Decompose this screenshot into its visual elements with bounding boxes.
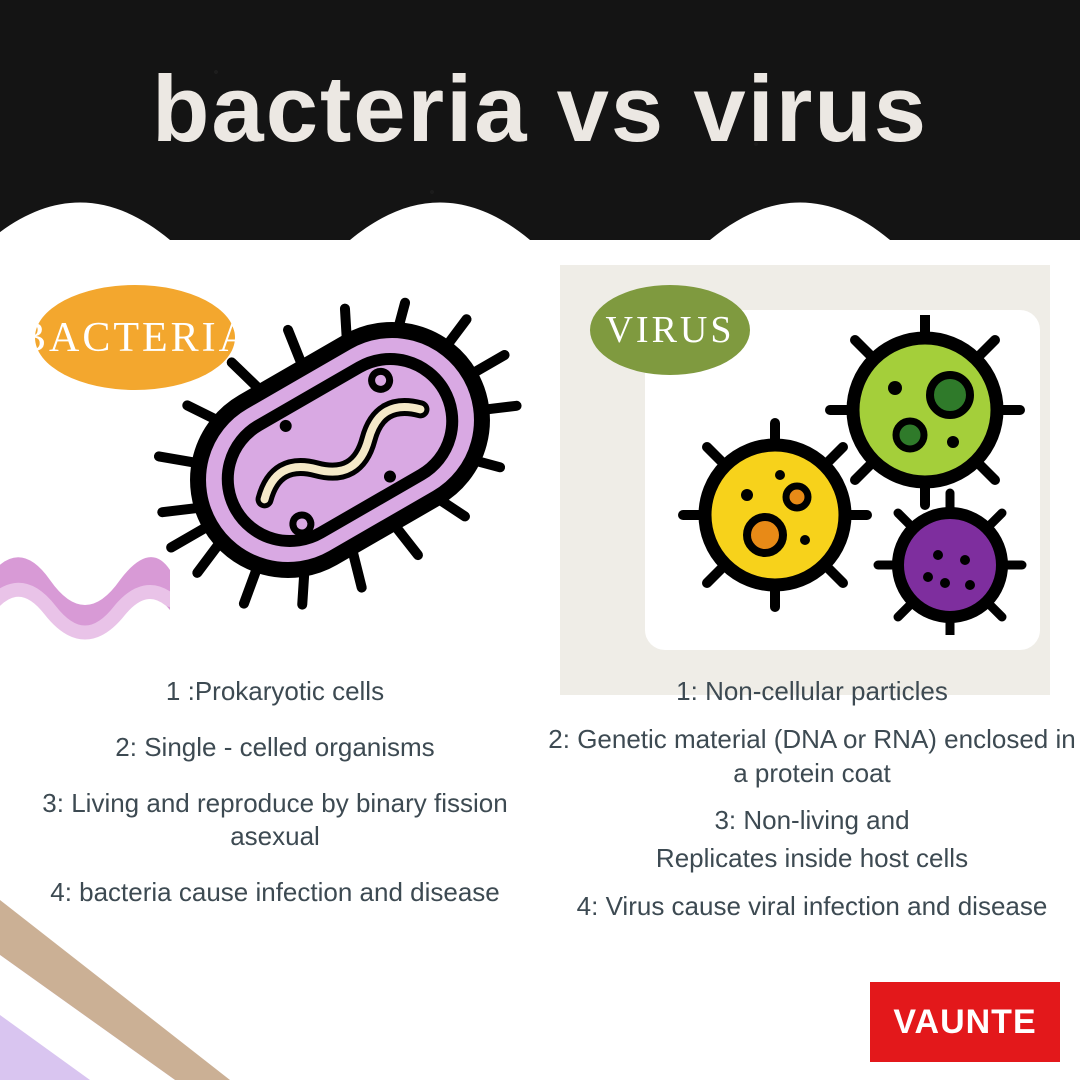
virus-list: 1: Non-cellular particles 2: Genetic mat… <box>542 675 1080 938</box>
virus-point-2: 2: Genetic material (DNA or RNA) enclose… <box>542 723 1080 791</box>
paper-fold-decoration <box>0 900 230 1080</box>
pink-wave-decoration <box>0 520 170 640</box>
virus-point-1: 1: Non-cellular particles <box>542 675 1080 709</box>
virus-icon <box>660 315 1040 635</box>
brand-logo: VAUNTE <box>870 982 1060 1062</box>
bacteria-point-1: 1 :Prokaryotic cells <box>15 675 535 709</box>
virus-point-3b: Replicates inside host cells <box>542 842 1080 876</box>
bacteria-point-2: 2: Single - celled organisms <box>15 731 535 765</box>
virus-point-3a: 3: Non-living and <box>542 804 1080 838</box>
brand-logo-text: VAUNTE <box>893 1003 1036 1042</box>
virus-point-4: 4: Virus cause viral infection and disea… <box>542 890 1080 924</box>
bacteria-icon <box>140 280 540 620</box>
bacteria-list: 1 :Prokaryotic cells 2: Single - celled … <box>15 675 535 932</box>
page-title: bacteria vs virus <box>0 55 1080 163</box>
bacteria-point-3: 3: Living and reproduce by binary fissio… <box>15 787 535 855</box>
